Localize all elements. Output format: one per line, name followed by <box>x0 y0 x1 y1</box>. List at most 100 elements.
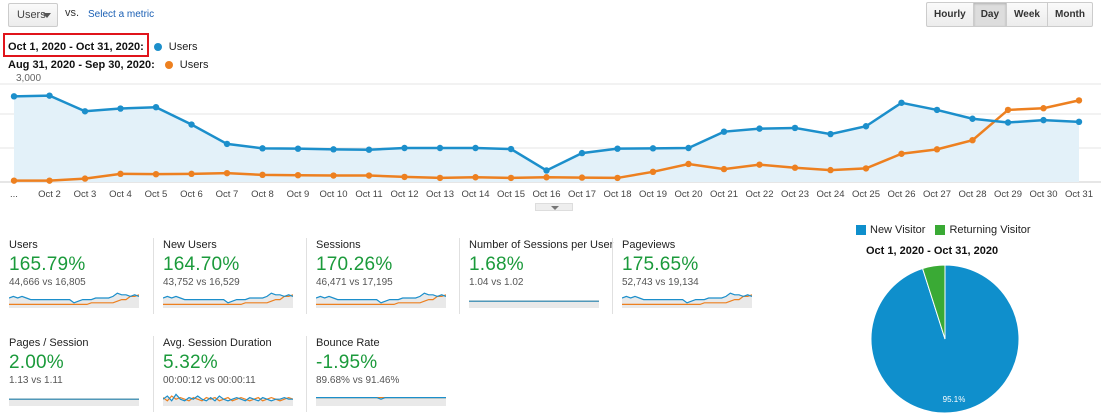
select-metric-link[interactable]: Select a metric <box>88 9 155 20</box>
metric-comparison: 1.13 vs 1.11 <box>9 375 63 386</box>
data-point <box>365 172 373 179</box>
metric-comparison: 44,666 vs 16,805 <box>9 277 86 288</box>
metric-card-bounce-rate[interactable]: Bounce Rate -1.95% 89.68% vs 91.46% <box>306 336 461 412</box>
data-point <box>614 145 621 152</box>
data-point <box>152 170 160 178</box>
sparkline <box>316 397 446 406</box>
x-tick-label: Oct 21 <box>710 189 738 200</box>
metric-card-avg-session-duration[interactable]: Avg. Session Duration 5.32% 00:00:12 vs 00… <box>153 336 308 412</box>
data-point <box>720 165 728 173</box>
metric-comparison: 46,471 vs 17,195 <box>316 277 393 288</box>
metric-change: 175.65% <box>622 254 699 275</box>
x-tick-label: Oct 18 <box>604 189 632 200</box>
metric-card-users[interactable]: Users 165.79% 44,666 vs 16,805 <box>0 238 155 314</box>
metric-change: 164.70% <box>163 254 240 275</box>
x-tick-label: Oct 26 <box>888 189 916 200</box>
day-button[interactable]: Day <box>972 2 1008 27</box>
data-point <box>259 145 266 152</box>
metric-comparison: 52,743 vs 19,134 <box>622 277 699 288</box>
data-point <box>756 125 763 132</box>
metric-comparison: 89.68% vs 91.46% <box>316 375 400 386</box>
metric-change: 2.00% <box>9 352 64 373</box>
pie-slice-1 <box>921 264 946 340</box>
data-point <box>1004 106 1012 114</box>
metric-select[interactable]: Users <box>8 3 58 27</box>
data-point <box>436 174 444 182</box>
x-tick-label: Oct 3 <box>74 189 97 200</box>
data-point <box>933 146 941 153</box>
previous-range-label: Aug 31, 2020 - Sep 30, 2020: <box>8 59 155 71</box>
sparkline <box>9 398 139 406</box>
sparkline <box>469 300 599 308</box>
week-button[interactable]: Week <box>1006 2 1048 27</box>
chevron-down-icon <box>43 13 51 18</box>
metric-card-pages-session[interactable]: Pages / Session 2.00% 1.13 vs 1.11 <box>0 336 155 412</box>
hourly-button[interactable]: Hourly <box>926 2 974 27</box>
sparkline-previous <box>9 294 139 305</box>
data-point <box>969 136 976 144</box>
metric-name: Bounce Rate <box>316 337 380 349</box>
returning-visitor-label: Returning Visitor <box>949 224 1031 236</box>
data-point <box>401 144 408 152</box>
data-point <box>756 161 763 168</box>
data-point <box>649 168 657 175</box>
y-tick-label: 3,000 <box>16 73 41 84</box>
x-tick-label: Oct 29 <box>994 189 1022 200</box>
sparkline-area <box>469 301 599 308</box>
data-point <box>1075 118 1083 126</box>
x-tick-label: Oct 13 <box>426 189 454 200</box>
data-point <box>223 140 231 148</box>
data-point <box>330 172 337 179</box>
metric-name: Pages / Session <box>9 337 89 349</box>
data-point <box>685 144 692 152</box>
series-area <box>14 95 1079 182</box>
data-point <box>46 92 53 99</box>
month-button[interactable]: Month <box>1047 2 1093 27</box>
metric-card-new-users[interactable]: New Users 164.70% 43,752 vs 16,529 <box>153 238 308 314</box>
metric-card-sessions[interactable]: Sessions 170.26% 46,471 vs 17,195 <box>306 238 461 314</box>
x-tick-label: Oct 15 <box>497 189 525 200</box>
legend-returning-visitor: Returning Visitor <box>935 224 1031 236</box>
data-point <box>1040 116 1047 124</box>
data-point <box>188 170 195 178</box>
data-point <box>507 145 515 153</box>
sparkline-current <box>622 292 752 304</box>
x-tick-label: Oct 6 <box>180 189 203 200</box>
sparkline-current <box>316 292 446 304</box>
data-point <box>898 99 905 106</box>
pie-title: Oct 1, 2020 - Oct 31, 2020 <box>866 245 999 257</box>
metric-name: Users <box>9 239 38 251</box>
metric-card-pageviews[interactable]: Pageviews 175.65% 52,743 vs 19,134 <box>612 238 767 314</box>
metric-name: Number of Sessions per User <box>469 239 614 251</box>
data-point <box>46 177 53 184</box>
granularity-toggle: Hourly Day Week Month <box>926 2 1093 27</box>
x-tick-label: Oct 14 <box>462 189 490 200</box>
chart-resize-handle[interactable] <box>535 203 573 211</box>
metric-change: 165.79% <box>9 254 86 275</box>
data-point <box>614 174 621 182</box>
data-point <box>472 144 479 152</box>
sparkline-current <box>163 292 293 304</box>
legend-new-visitor: New Visitor <box>856 224 925 236</box>
pie-slice-label: 95.1% <box>943 395 966 404</box>
x-tick-label: Oct 4 <box>109 189 132 200</box>
sparkline-current <box>163 393 293 402</box>
previous-series-name: Users <box>179 59 209 71</box>
data-point <box>1004 119 1012 126</box>
metric-card-number-of-sessions-per-user[interactable]: Number of Sessions per User 1.68% 1.04 vs … <box>459 238 614 314</box>
sparkline-previous <box>163 395 293 402</box>
vs-label: vs. <box>65 7 80 19</box>
orange-dot-icon <box>164 61 173 69</box>
x-tick-label: Oct 17 <box>568 189 596 200</box>
data-point <box>827 166 834 174</box>
metric-comparison: 00:00:12 vs 00:00:11 <box>163 375 256 386</box>
metric-select-value: Users <box>17 9 46 21</box>
data-point <box>1040 105 1047 112</box>
new-visitor-label: New Visitor <box>870 224 926 236</box>
visitor-pie-chart[interactable]: 95.1% <box>868 262 1022 416</box>
metric-change: -1.95% <box>316 352 378 373</box>
metric-change: 5.32% <box>163 352 218 373</box>
sparkline <box>622 292 752 308</box>
data-point <box>472 174 479 181</box>
